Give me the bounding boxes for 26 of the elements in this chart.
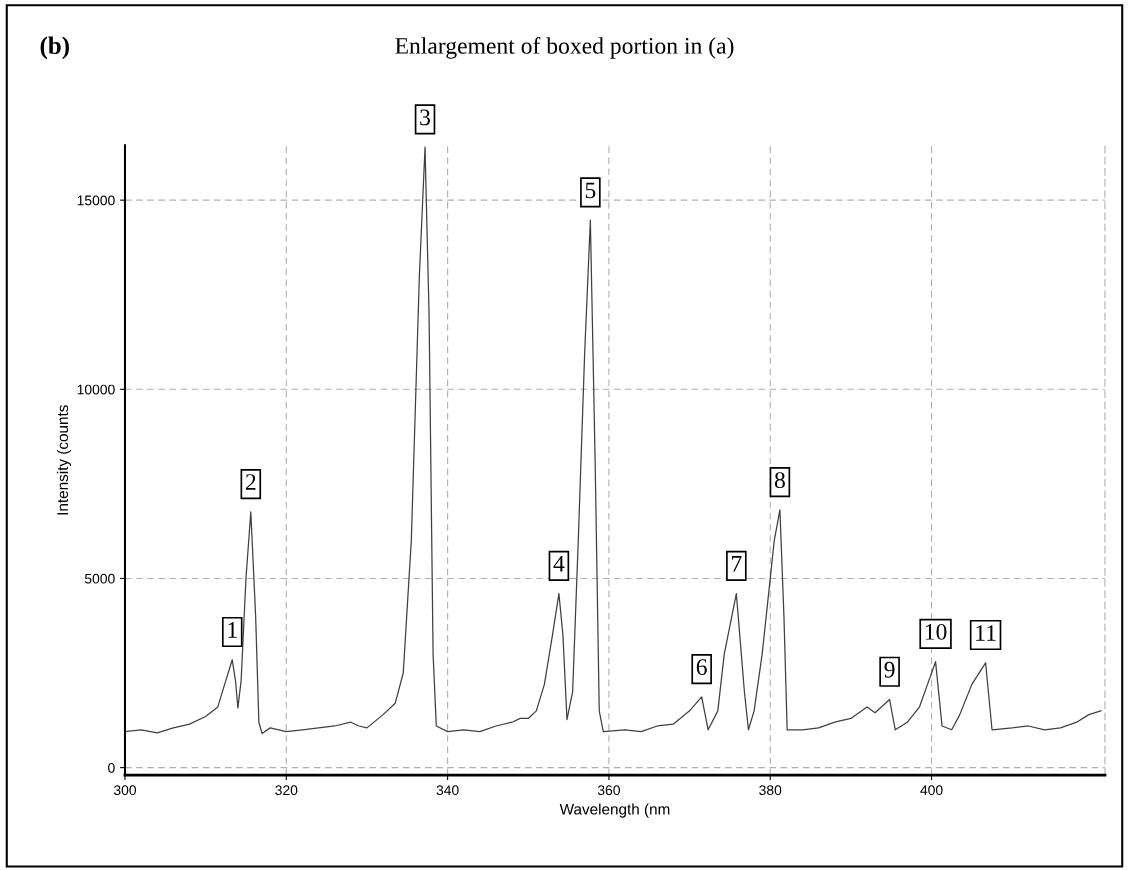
annotation: 1 — [228, 622, 237, 638]
y-tick-label: 0 — [108, 762, 115, 773]
x-tick-label: 380 — [759, 785, 782, 796]
chart-title: Enlargement of boxed portion in (a) — [395, 36, 734, 59]
annotation: 8 — [774, 472, 785, 489]
x-tick-label: 400 — [920, 785, 943, 796]
annotation: 7 — [732, 556, 742, 572]
annotation: 9 — [884, 661, 895, 678]
y-axis-title: Intensity (counts — [56, 405, 72, 515]
annotation: 10 — [925, 623, 947, 640]
annotation: 6 — [696, 659, 707, 675]
x-tick-label: 360 — [597, 785, 620, 796]
line-series — [124, 146, 1102, 735]
text: (b) — [40, 36, 69, 60]
annotation: 4 — [553, 555, 565, 572]
x-tick-label: 320 — [275, 785, 298, 796]
y-tick-label: 5000 — [84, 573, 115, 584]
y-tick-label: 15000 — [77, 195, 115, 206]
y-tick-label: 10000 — [77, 384, 115, 395]
annotation: 11 — [976, 625, 996, 641]
annotation: 2 — [245, 474, 256, 490]
annotation: 5 — [585, 182, 596, 199]
x-tick-label: 340 — [436, 785, 459, 796]
annotation: 3 — [420, 109, 430, 126]
x-axis-title: Wavelength (nm — [559, 803, 670, 818]
x-tick-label: 300 — [113, 785, 137, 796]
